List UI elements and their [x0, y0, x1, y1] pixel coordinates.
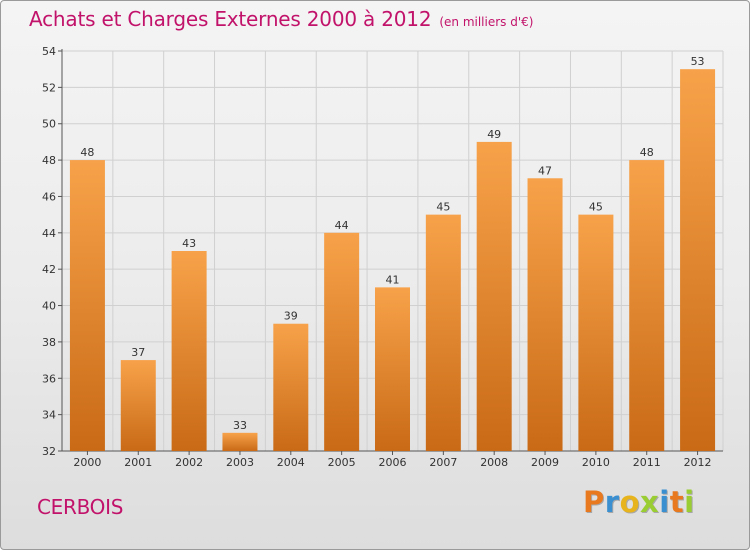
x-tick-label-2009: 2009 [531, 456, 559, 469]
x-tick-label-2012: 2012 [684, 456, 712, 469]
logo-letter: o [619, 485, 641, 519]
bar-2002 [171, 251, 207, 451]
city-name: CERBOIS [37, 495, 124, 519]
bar-2009 [527, 178, 563, 452]
data-label-2009: 47 [538, 164, 552, 177]
bar-2012 [680, 69, 716, 451]
y-tick-label: 34 [42, 409, 56, 422]
x-tick-label-2010: 2010 [582, 456, 610, 469]
proxiti-logo[interactable]: Proxiti [583, 485, 695, 519]
logo-letter: r [604, 485, 620, 519]
y-tick-label: 50 [42, 118, 56, 131]
x-tick-label-2006: 2006 [379, 456, 407, 469]
x-tick-label-2002: 2002 [175, 456, 203, 469]
logo-letter: x [640, 485, 660, 519]
data-label-2010: 45 [589, 201, 603, 214]
data-label-2005: 44 [335, 219, 349, 232]
bar-2000 [69, 160, 105, 451]
bar-2005 [324, 232, 360, 451]
x-tick-label-2008: 2008 [480, 456, 508, 469]
x-tick-label-2005: 2005 [328, 456, 356, 469]
bar-2003 [222, 432, 258, 451]
y-tick-label: 36 [42, 372, 56, 385]
data-label-2004: 39 [284, 310, 298, 323]
bar-2008 [476, 141, 512, 451]
bar-2007 [425, 214, 461, 451]
logo-letter: P [583, 485, 605, 519]
data-label-2001: 37 [131, 346, 145, 359]
logo-letter: t [669, 485, 685, 519]
y-tick-label: 42 [42, 263, 56, 276]
bars [69, 69, 716, 452]
y-tick-label: 32 [42, 445, 56, 458]
data-label-2012: 53 [691, 55, 705, 68]
data-label-2003: 33 [233, 419, 247, 432]
y-tick-label: 46 [42, 190, 56, 203]
data-label-2000: 48 [80, 146, 94, 159]
y-tick-label: 38 [42, 336, 56, 349]
y-tick-label: 54 [42, 45, 56, 58]
x-tick-label-2001: 2001 [124, 456, 152, 469]
y-tick-label: 40 [42, 300, 56, 313]
logo-letter: i [659, 485, 670, 519]
y-tick-label: 48 [42, 154, 56, 167]
bar-2006 [375, 287, 410, 451]
data-label-2011: 48 [640, 146, 654, 159]
chart-title-block: Achats et Charges Externes 2000 à 2012 (e… [29, 7, 533, 31]
bar-2010 [578, 214, 614, 451]
bar-2001 [120, 360, 156, 451]
chart-unit: (en milliers d'€) [439, 15, 534, 29]
data-label-2002: 43 [182, 237, 196, 250]
x-tick-label-2007: 2007 [429, 456, 457, 469]
data-label-2006: 41 [386, 273, 400, 286]
data-labels: 48 37 43 33 39 44 41 45 49 47 45 48 53 [80, 55, 704, 432]
data-label-2008: 49 [487, 128, 501, 141]
tick-labels: 32 34 36 38 40 42 44 46 48 50 52 54 2000 2001 2002 2003… [42, 45, 712, 469]
x-tick-label-2011: 2011 [633, 456, 661, 469]
x-tick-label-2000: 2000 [73, 456, 101, 469]
data-label-2007: 45 [436, 201, 450, 214]
y-tick-label: 44 [42, 227, 56, 240]
logo-letter: i [684, 485, 695, 519]
y-tick-label: 52 [42, 81, 56, 94]
bar-2004 [273, 323, 309, 451]
x-tick-label-2003: 2003 [226, 456, 254, 469]
x-tick-label-2004: 2004 [277, 456, 305, 469]
bar-2011 [629, 160, 665, 451]
chart-title: Achats et Charges Externes 2000 à 2012 [29, 7, 432, 31]
